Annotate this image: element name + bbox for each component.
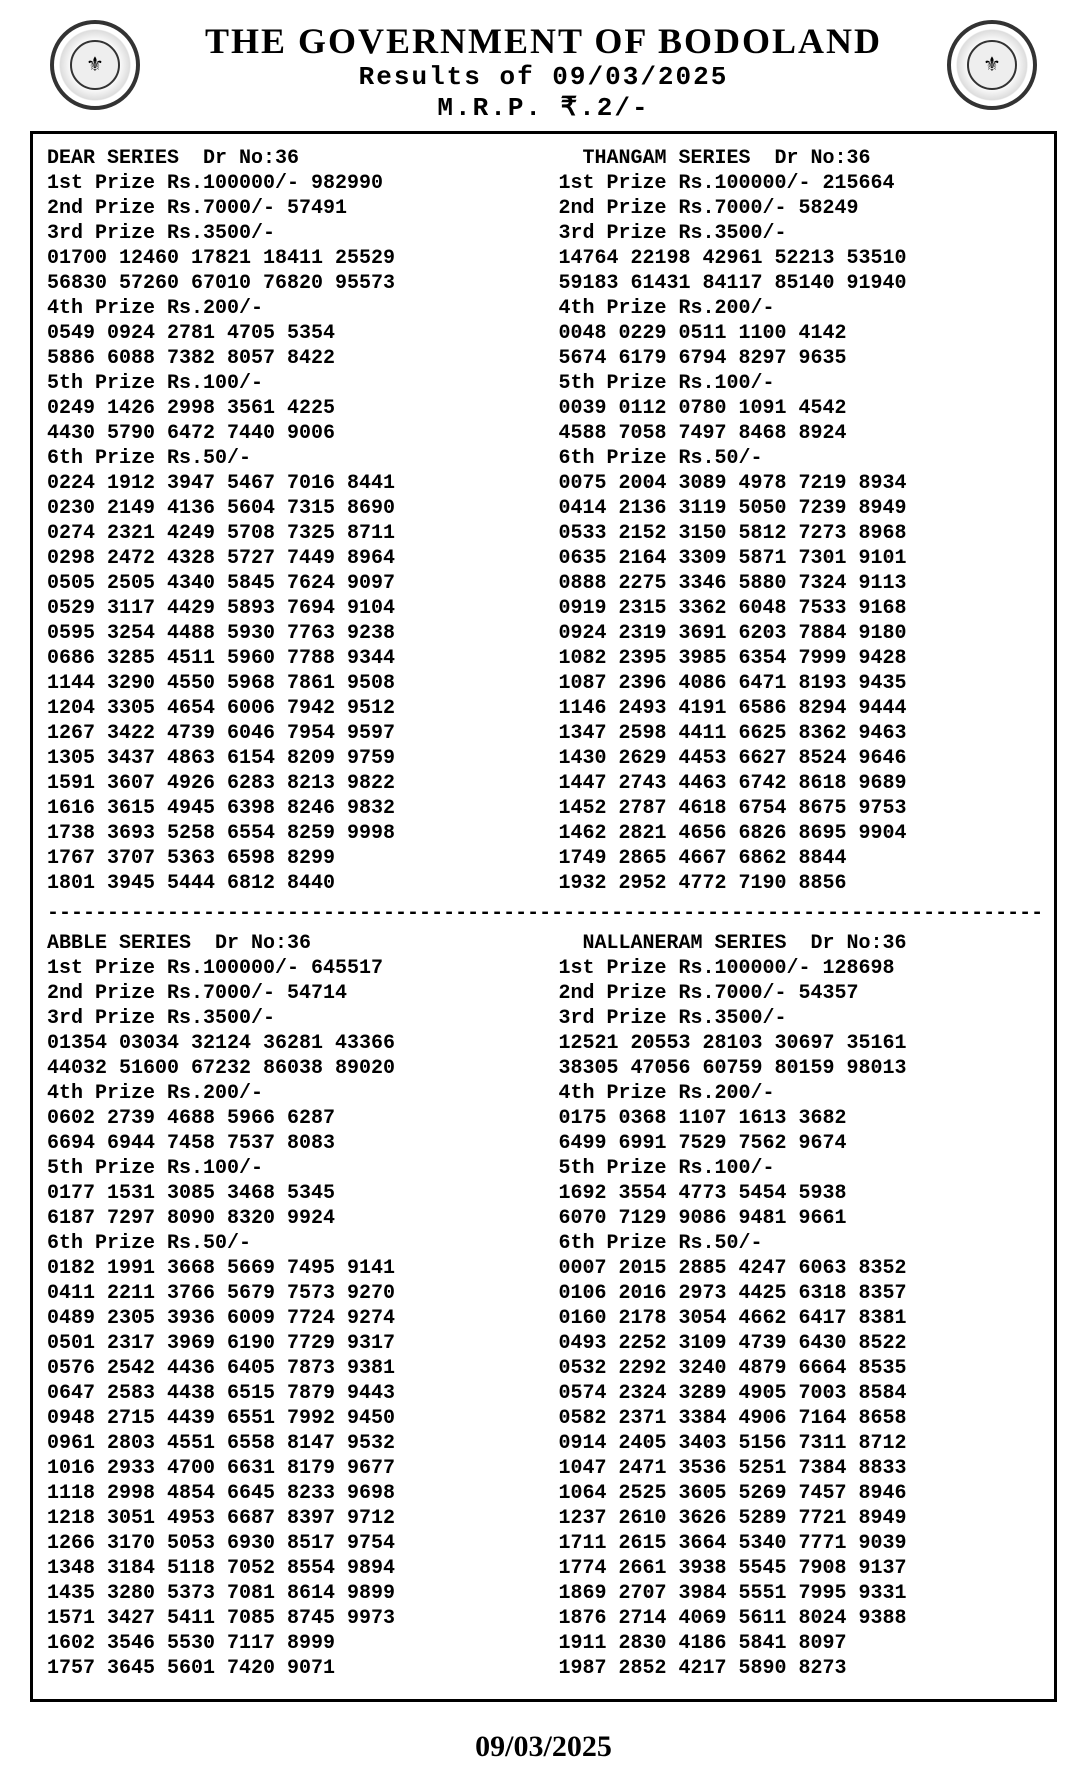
divider-line: ----------------------------------------… xyxy=(47,902,1040,925)
emblem-icon: ⚜ xyxy=(70,40,120,90)
series-abble: ABBLE SERIES Dr No:36 1st Prize Rs.10000… xyxy=(47,931,529,1681)
emblem-right: ⚜ xyxy=(947,20,1037,110)
results-frame: DEAR SERIES Dr No:36 1st Prize Rs.100000… xyxy=(30,131,1057,1702)
emblem-icon: ⚜ xyxy=(967,40,1017,90)
emblem-left: ⚜ xyxy=(50,20,140,110)
results-date-line: Results of 09/03/2025 xyxy=(30,62,1057,92)
row-top: DEAR SERIES Dr No:36 1st Prize Rs.100000… xyxy=(47,146,1040,896)
header: ⚜ ⚜ THE GOVERNMENT OF BODOLAND Results o… xyxy=(30,20,1057,123)
page: ⚜ ⚜ THE GOVERNMENT OF BODOLAND Results o… xyxy=(0,0,1087,1784)
row-bottom: ABBLE SERIES Dr No:36 1st Prize Rs.10000… xyxy=(47,931,1040,1681)
series-nallaneram: NALLANERAM SERIES Dr No:36 1st Prize Rs.… xyxy=(559,931,1041,1681)
series-thangam: THANGAM SERIES Dr No:36 1st Prize Rs.100… xyxy=(559,146,1041,896)
footer-date: 09/03/2025 xyxy=(30,1730,1057,1764)
series-dear: DEAR SERIES Dr No:36 1st Prize Rs.100000… xyxy=(47,146,529,896)
page-title: THE GOVERNMENT OF BODOLAND xyxy=(30,20,1057,62)
mrp-line: M.R.P. ₹.2/- xyxy=(30,92,1057,123)
